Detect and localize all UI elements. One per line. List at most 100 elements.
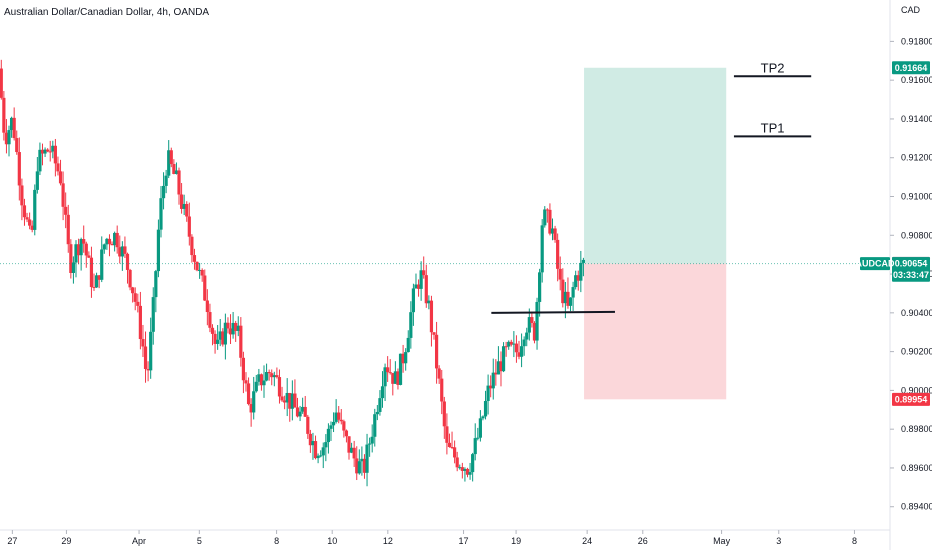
- candle-body: [512, 343, 516, 345]
- candle-body: [550, 228, 555, 234]
- candle-body: [12, 117, 16, 139]
- price-tick-label: 0.89400: [901, 502, 932, 512]
- candle-body: [349, 447, 354, 453]
- candle-body: [123, 246, 127, 254]
- candle-body: [365, 444, 369, 473]
- candle-body: [84, 243, 88, 256]
- candle-body: [540, 225, 544, 273]
- candle-body: [386, 367, 390, 373]
- candle-body: [499, 361, 503, 372]
- candle-body: [177, 170, 181, 195]
- candle-body: [574, 275, 578, 288]
- candle-body: [200, 269, 204, 276]
- candle-body: [277, 377, 282, 397]
- candle-body: [357, 461, 361, 474]
- candle-body: [530, 317, 534, 323]
- candle-body: [329, 425, 333, 429]
- candle-body: [141, 339, 145, 347]
- candle-body: [252, 391, 256, 413]
- time-tick-label: 3: [776, 536, 781, 546]
- candle-body: [308, 433, 312, 446]
- candle-body: [179, 194, 184, 209]
- candle-body: [494, 372, 498, 375]
- candle-body: [69, 244, 73, 273]
- drawings[interactable]: TP2 TP1: [0, 60, 890, 314]
- candle-body: [285, 392, 289, 403]
- candle-body: [442, 401, 446, 427]
- candle-body: [352, 447, 356, 459]
- candle-body: [375, 411, 379, 415]
- candle-body: [301, 406, 305, 412]
- candle-body: [7, 130, 11, 145]
- candle-body: [79, 239, 83, 256]
- candle-body: [15, 138, 19, 153]
- candle-body: [507, 341, 511, 347]
- candle-body: [288, 392, 292, 409]
- candle-body: [460, 467, 464, 471]
- candle-body: [360, 458, 364, 462]
- candle-body: [87, 255, 91, 258]
- candle-body: [519, 346, 524, 357]
- price-tick-label: 0.89800: [901, 424, 932, 434]
- time-axis[interactable]: 27 29 Apr 5 8 10 12 17 19 24 26 May 3 8: [7, 530, 857, 546]
- candle-body: [347, 436, 351, 453]
- candle-body: [306, 416, 310, 434]
- price-tick-label: 0.90000: [901, 385, 932, 395]
- candle-body: [205, 300, 209, 313]
- candle-body: [355, 458, 359, 474]
- candle-body: [465, 468, 470, 475]
- candle-body: [543, 209, 547, 226]
- candle-body: [481, 416, 485, 419]
- candle-body: [231, 322, 235, 335]
- candle-body: [455, 457, 459, 468]
- candle-body: [319, 455, 323, 457]
- candle-body: [20, 185, 24, 206]
- candle-body: [270, 373, 274, 378]
- support-line: [491, 310, 615, 314]
- candle-body: [164, 175, 168, 186]
- candle-body: [553, 228, 557, 240]
- candle-body: [66, 214, 70, 245]
- candle-body: [398, 353, 403, 385]
- candle-body: [496, 361, 501, 375]
- candle-body: [187, 216, 191, 237]
- price-tick-label: 0.90800: [901, 230, 932, 240]
- price-tick-label: 0.90400: [901, 308, 932, 318]
- price-tick-label: 0.91400: [901, 114, 932, 124]
- candle-body: [581, 259, 586, 263]
- price-badge: [892, 392, 930, 406]
- candle-body: [244, 380, 248, 384]
- candle-body: [128, 269, 132, 288]
- candle-body: [337, 412, 341, 420]
- position-zones[interactable]: [584, 67, 727, 400]
- candle-body: [43, 149, 47, 154]
- price-badge: [892, 268, 930, 282]
- candle-body: [406, 337, 410, 353]
- candle-body: [525, 332, 529, 340]
- time-tick-label: 8: [852, 536, 857, 546]
- candle-body: [409, 312, 413, 338]
- candle-body: [51, 145, 55, 152]
- candle-body: [450, 447, 454, 449]
- candle-body: [185, 203, 189, 217]
- candle-body: [561, 279, 565, 304]
- candle-body: [210, 327, 215, 334]
- price-badge-text: 03:33:47: [893, 270, 929, 280]
- candle-body: [380, 386, 385, 399]
- candle-body: [17, 152, 21, 186]
- price-badge-text: 0.91664: [895, 63, 928, 73]
- price-badge: [892, 61, 930, 75]
- candle-body: [422, 270, 426, 276]
- candle-body: [241, 357, 246, 381]
- candle-body: [213, 333, 217, 344]
- candle-body: [159, 198, 163, 230]
- candle-body: [275, 375, 279, 378]
- candle-body: [378, 398, 382, 412]
- candle-body: [0, 68, 3, 98]
- candle-body: [71, 262, 76, 273]
- candle-body: [432, 332, 436, 335]
- candle-body: [571, 287, 575, 298]
- candle-body: [105, 238, 109, 245]
